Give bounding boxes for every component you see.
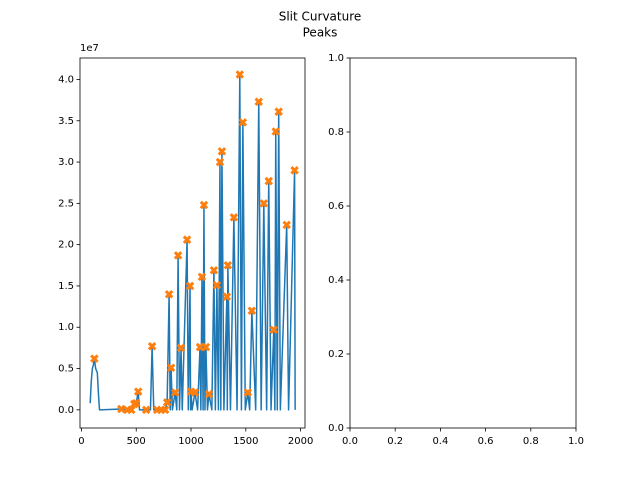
y-tick-label: 0.2 <box>328 349 344 360</box>
peak-marker <box>199 200 209 210</box>
peak-marker <box>197 272 207 282</box>
axes-frame <box>79 57 306 429</box>
peak-marker <box>185 281 195 291</box>
y-tick-label: 0.8 <box>328 127 344 138</box>
peak-marker <box>259 199 269 208</box>
x-tick-label: 1000 <box>178 436 203 447</box>
x-tick-label: 1.0 <box>568 436 584 447</box>
x-tick-label: 0 <box>78 436 84 447</box>
peak-marker <box>162 398 172 407</box>
y-tick-label: 0.0 <box>58 405 74 416</box>
x-tick-label: 0.2 <box>387 436 403 447</box>
y-tick-label: 0.4 <box>328 275 344 286</box>
peak-marker <box>182 235 192 244</box>
peak-marker <box>229 213 239 222</box>
peak-marker <box>201 342 211 352</box>
x-tick-label: 0.6 <box>478 436 494 447</box>
y-tick-label: 1.0 <box>58 322 74 333</box>
peak-marker <box>166 363 176 372</box>
peak-marker <box>204 389 214 399</box>
y-tick-label: 4.0 <box>58 74 74 85</box>
y-tick-label: 0.0 <box>328 423 344 434</box>
peak-marker <box>147 341 157 351</box>
peak-marker <box>176 343 186 353</box>
peak-marker <box>117 404 126 414</box>
peak-marker <box>160 405 170 415</box>
peak-marker <box>282 220 291 230</box>
peak-marker <box>290 166 299 175</box>
peak-marker <box>271 127 280 136</box>
y-tick-label: 0.6 <box>328 201 344 212</box>
peak-marker <box>247 306 257 315</box>
y-offset-label: 1e7 <box>80 43 99 54</box>
x-tick-label: 0.8 <box>523 436 539 447</box>
peak-marker <box>238 118 248 127</box>
peak-marker <box>243 388 253 397</box>
y-tick-label: 1.0 <box>328 53 344 64</box>
peak-marker <box>254 97 264 107</box>
figure-subtitle: Peaks <box>303 26 338 40</box>
peak-marker <box>274 107 283 116</box>
y-tick-label: 2.0 <box>58 240 74 251</box>
peak-marker <box>141 405 151 415</box>
peak-marker <box>127 405 136 415</box>
y-tick-label: 2.5 <box>58 198 74 209</box>
peak-marker <box>235 70 245 79</box>
y-tick-label: 1.5 <box>58 281 74 292</box>
x-tick-label: 0.0 <box>342 436 358 447</box>
peak-marker <box>131 398 141 408</box>
x-tick-label: 500 <box>127 436 146 447</box>
figure-title: Slit Curvature <box>279 10 362 24</box>
peak-marker <box>133 387 143 396</box>
peak-marker <box>222 292 232 301</box>
peak-marker <box>269 325 279 334</box>
peak-marker <box>217 147 227 156</box>
x-tick-label: 2000 <box>288 436 313 447</box>
axes-frame <box>349 57 577 429</box>
peak-marker <box>173 251 183 260</box>
peak-marker <box>170 388 180 397</box>
y-tick-label: 3.5 <box>58 116 74 127</box>
x-tick-label: 0.4 <box>432 436 448 447</box>
peak-marker <box>209 265 219 275</box>
peak-marker <box>164 289 174 299</box>
peak-marker <box>215 157 225 167</box>
peak-marker <box>264 176 273 186</box>
peak-marker <box>190 388 200 397</box>
y-tick-label: 0.5 <box>58 364 74 375</box>
peak-marker <box>212 280 222 290</box>
x-tick-label: 1500 <box>233 436 258 447</box>
peak-marker <box>90 354 99 363</box>
peak-marker <box>223 261 233 270</box>
y-tick-label: 3.0 <box>58 157 74 168</box>
